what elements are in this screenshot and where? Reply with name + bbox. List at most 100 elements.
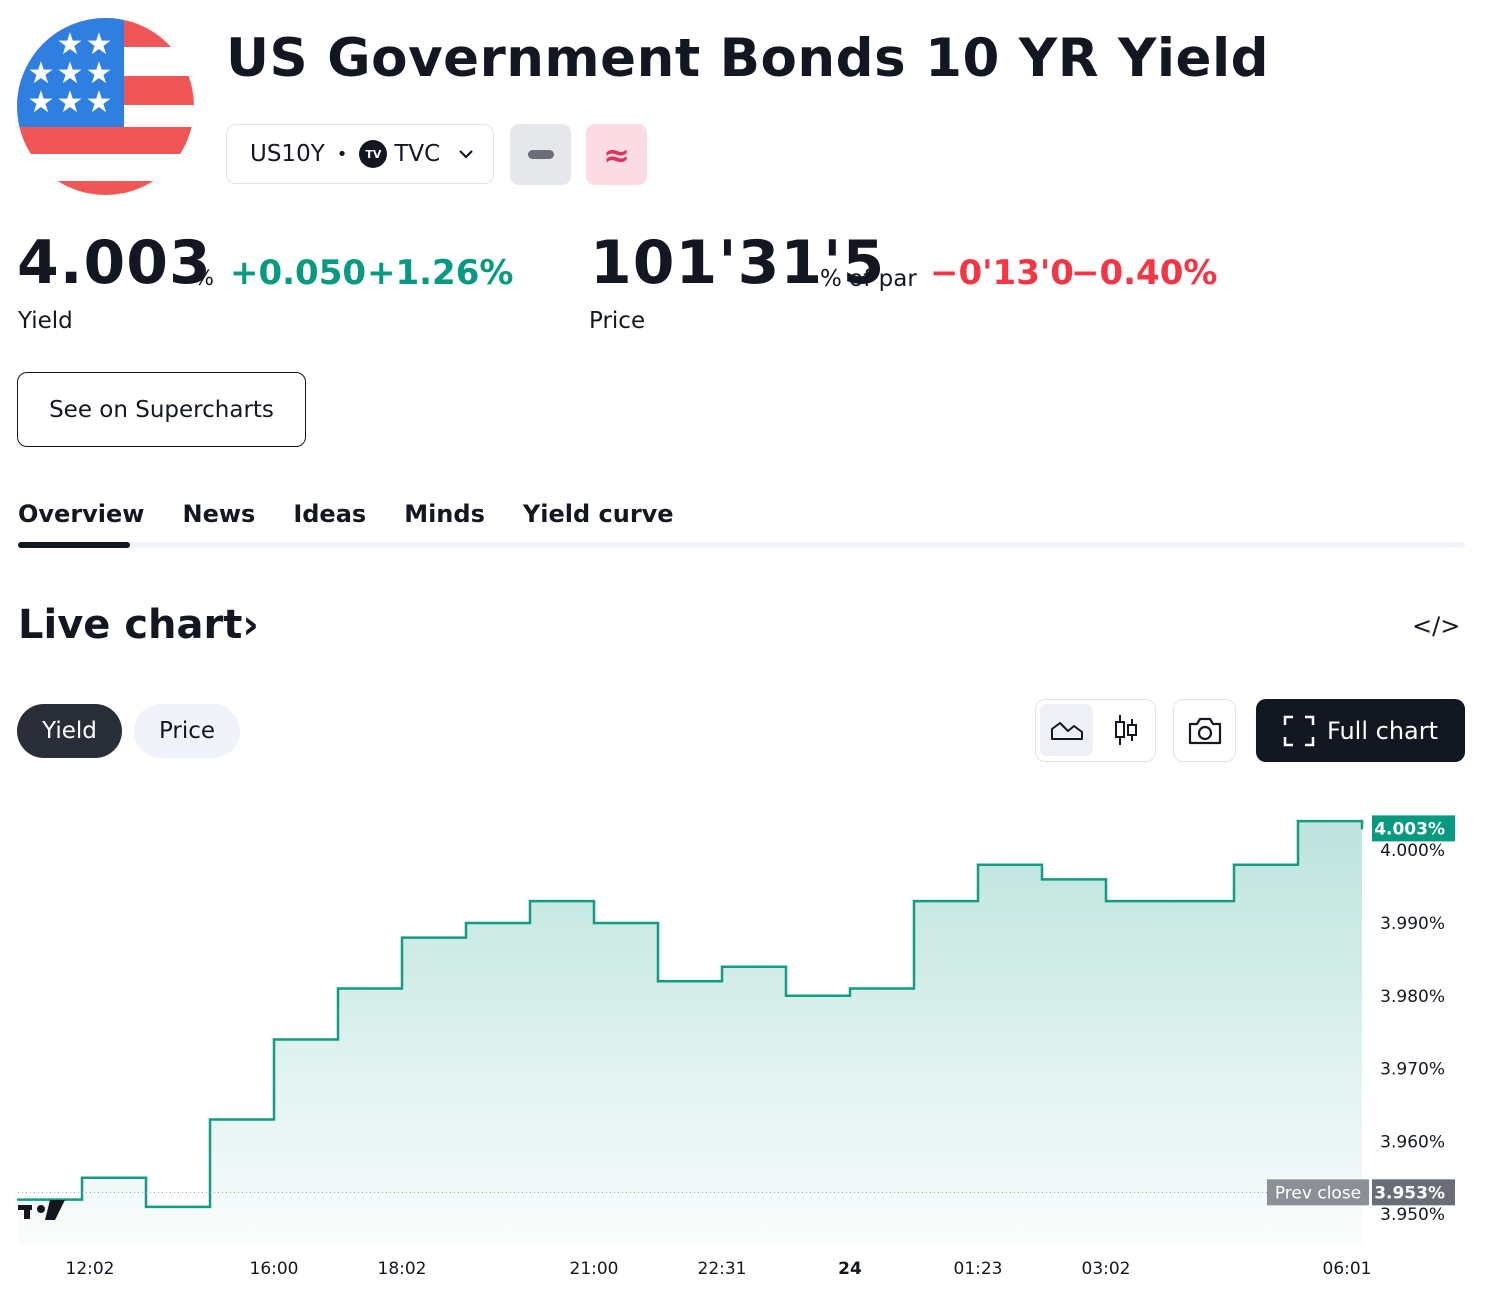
chart-area-fill: [18, 821, 1362, 1246]
y-tick-label: 3.950%: [1380, 1205, 1445, 1225]
y-tick-label: 3.970%: [1380, 1060, 1445, 1080]
exchange-label: TVC: [394, 141, 441, 167]
x-tick-label: 03:02: [1082, 1259, 1131, 1279]
svg-text:★: ★: [57, 56, 84, 91]
chart-point: [1104, 899, 1108, 903]
svg-text:★: ★: [86, 85, 113, 120]
y-tick-label: 3.980%: [1380, 987, 1445, 1007]
active-tab-indicator: [18, 542, 130, 548]
chart-point: [912, 899, 916, 903]
full-chart-label: Full chart: [1326, 716, 1439, 745]
approx-icon: ≈: [603, 135, 630, 174]
chart-point: [976, 863, 980, 866]
chart-point: [1232, 863, 1236, 866]
tab-yield-curve[interactable]: Yield curve: [522, 500, 674, 528]
x-tick-label: 24: [838, 1259, 862, 1279]
chart-point: [272, 1038, 276, 1041]
fullscreen-icon: [1283, 715, 1315, 746]
chart-point: [1040, 878, 1044, 881]
svg-text:★: ★: [28, 56, 55, 91]
prev-close-value-tag: [1372, 1179, 1455, 1206]
chart-point: [464, 921, 468, 925]
tab-minds[interactable]: Minds: [404, 500, 485, 528]
us-flag-icon: ★ ★ ★ ★ ★ ★ ★ ★: [17, 18, 194, 195]
svg-text:★: ★: [57, 85, 84, 120]
yield-mode-button[interactable]: Yield: [17, 704, 122, 758]
us-flag-logo: ★ ★ ★ ★ ★ ★ ★ ★: [17, 18, 194, 195]
chart-point: [80, 1176, 84, 1179]
price-mode-button[interactable]: Price: [134, 704, 240, 758]
chart-point: [528, 899, 532, 903]
live-chart[interactable]: 4.000% 3.990% 3.980% 3.970% 3.960% 3.950% 12:…: [0, 780, 1487, 1304]
area-chart-icon: [1050, 722, 1083, 740]
y-tick-label: 4.000%: [1380, 841, 1445, 861]
prev-close-label: Prev close: [1275, 1183, 1361, 1203]
yield-change: +0.050: [230, 253, 367, 293]
embed-code-icon[interactable]: </>: [1412, 612, 1461, 640]
x-tick-label: 21:00: [570, 1259, 619, 1279]
y-tick-label: 3.960%: [1380, 1132, 1445, 1152]
price-change-percent: −0.40%: [1071, 253, 1218, 293]
chart-point: [16, 1198, 20, 1201]
tab-bar: Overview News Ideas Minds Yield curve: [18, 500, 712, 528]
chart-point: [784, 994, 788, 998]
camera-icon: [1188, 717, 1221, 744]
x-tick-label: 16:00: [250, 1259, 299, 1279]
x-tick-label: 12:02: [66, 1259, 115, 1279]
neutral-rating-button[interactable]: [510, 124, 571, 185]
minus-icon: [527, 150, 554, 159]
symbol-exchange-selector[interactable]: US10Y • TV TVC: [226, 124, 494, 184]
yield-series-line: [18, 819, 1364, 1209]
chart-point: [848, 987, 852, 990]
candles-chart-button[interactable]: [1100, 704, 1152, 756]
yield-change-percent: +1.26%: [367, 253, 514, 293]
chart-point: [1360, 827, 1364, 830]
chart-point: [144, 1205, 148, 1209]
tab-ideas[interactable]: Ideas: [293, 500, 367, 528]
x-tick-label: 06:01: [1323, 1259, 1372, 1279]
prev-close-value-label: 3.953%: [1374, 1183, 1445, 1203]
chart-point: [1296, 819, 1300, 823]
chart-point: [208, 1118, 212, 1121]
candles-icon: [1115, 715, 1137, 745]
see-on-supercharts-button[interactable]: See on Supercharts: [17, 372, 306, 447]
live-chart-title: Live chart: [18, 602, 243, 648]
chart-point: [592, 921, 596, 925]
x-tick-label: 22:31: [698, 1259, 747, 1279]
chart-point: [720, 965, 724, 968]
yield-value: 4.003: [17, 228, 212, 298]
price-label: Price: [589, 308, 646, 334]
svg-text:★: ★: [86, 56, 113, 91]
area-chart-button[interactable]: [1040, 704, 1093, 756]
prev-close-tag: [1267, 1179, 1369, 1206]
y-tick-label: 3.990%: [1380, 914, 1445, 934]
chart-point: [1168, 899, 1172, 903]
x-tick-label: 01:23: [954, 1259, 1003, 1279]
full-chart-button[interactable]: Full chart: [1256, 699, 1465, 762]
chart-point: [656, 980, 660, 983]
x-tick-label: 18:02: [378, 1259, 427, 1279]
tab-news[interactable]: News: [182, 500, 256, 528]
snapshot-button[interactable]: [1173, 699, 1236, 762]
chevron-right-icon: ›: [242, 602, 259, 648]
svg-text:★: ★: [28, 85, 55, 120]
price-change: −0'13'0: [930, 253, 1074, 293]
tradingview-icon: TV: [359, 140, 388, 168]
tab-track: [18, 542, 1465, 548]
page-title: US Government Bonds 10 YR Yield: [226, 28, 1270, 89]
price-unit: % of par: [820, 266, 917, 292]
chart-type-group: [1035, 699, 1156, 762]
chart-point: [336, 987, 340, 990]
last-value-tag: [1372, 815, 1455, 842]
approx-button[interactable]: ≈: [586, 124, 647, 185]
symbol-label: US10Y: [250, 141, 325, 167]
last-value-label: 4.003%: [1374, 819, 1445, 839]
chart-point: [400, 936, 404, 939]
yield-label: Yield: [18, 308, 73, 334]
live-chart-link[interactable]: Live chart›: [18, 602, 259, 648]
price-value: 101'31'5: [590, 228, 886, 298]
yield-unit: %: [194, 266, 214, 290]
chevron-down-icon: [459, 150, 473, 159]
tab-overview[interactable]: Overview: [18, 500, 145, 528]
svg-text:★: ★: [57, 27, 84, 62]
